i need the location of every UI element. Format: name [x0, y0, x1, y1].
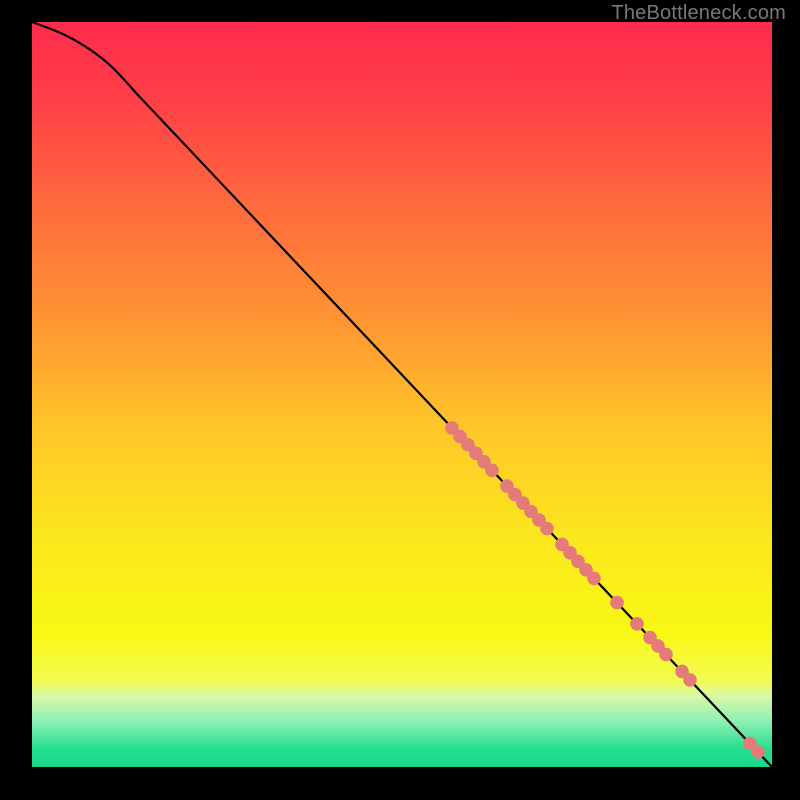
data-marker — [587, 572, 601, 586]
data-marker — [683, 673, 697, 687]
data-marker — [485, 464, 499, 478]
data-marker — [540, 522, 554, 536]
data-marker — [630, 617, 644, 631]
data-marker — [659, 648, 673, 662]
chart-frame: TheBottleneck.com — [0, 0, 800, 800]
watermark-text: TheBottleneck.com — [611, 2, 786, 25]
data-marker — [751, 745, 765, 759]
plot-area — [32, 22, 772, 767]
data-marker — [610, 596, 624, 610]
chart-svg — [32, 22, 772, 767]
